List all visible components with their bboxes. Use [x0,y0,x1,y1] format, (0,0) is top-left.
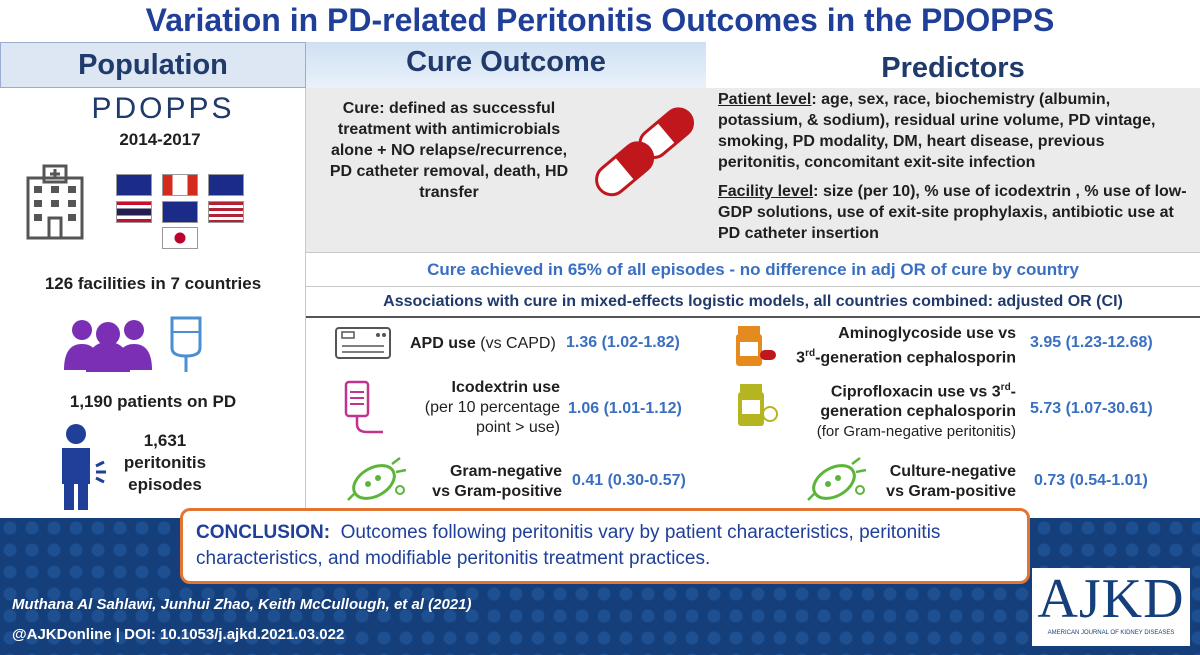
associations-header: Associations with cure in mixed-effects … [383,293,1123,310]
ajkd-logo: AJKD AMERICAN JOURNAL OF KIDNEY DISEASES [1032,568,1190,646]
ciprofloxacin-label-line3: (for Gram-negative peritonitis) [816,423,1016,441]
new-zealand-flag-icon [208,174,244,196]
episodes-line-3: episodes [128,475,202,494]
thailand-flag-icon [116,201,152,223]
doi-link[interactable]: @AJKDonline | DOI: 10.1053/j.ajkd.2021.0… [12,626,345,643]
pill-bottle-icon [736,326,776,366]
pd-bag-icon [170,316,202,372]
page-title: Variation in PD-related Peritonitis Outc… [145,2,1055,38]
australia-flag-icon [116,174,152,196]
bacteria-icon-2 [807,457,867,501]
facilities-count: 126 facilities in 7 countries [44,274,262,293]
patient-level: Patient level: age, sex, race, biochemis… [718,89,1188,173]
culture-negative-label: Culture-negative vs Gram-positive [860,462,1016,502]
icodextrin-label-line1: Icodextrin use [451,379,560,396]
definitions-panel [306,88,1200,252]
icodextrin-value: 1.06 (1.01-1.12) [568,400,682,417]
culture-negative-label-line2: vs Gram-positive [886,483,1016,500]
pills-icon [595,107,695,197]
ciprofloxacin-label-line1: Ciprofloxacin use vs 3rd- [770,378,1016,402]
gram-negative-label-line2: vs Gram-positive [432,483,562,500]
conclusion-box [180,508,1030,584]
apd-label-main: APD use [410,335,476,352]
cure-definition: Cure: defined as successful treatment wi… [329,100,569,201]
pdopps-logo: PDOPPS [88,92,238,125]
abdominal-pain-icon [62,424,106,510]
canada-flag-icon [162,174,198,196]
ajkd-logo-text: AJKD [1037,568,1185,630]
aminoglycoside-label-line2: 3rd-generation cephalosporin [780,344,1016,368]
country-flags [116,174,256,250]
culture-negative-value: 0.73 (0.54-1.01) [1034,472,1148,489]
aminoglycoside-ordinal-suffix: rd [805,348,816,359]
conclusion-body: Outcomes following peritonitis vary by p… [196,522,941,569]
aminoglycoside-label: Aminoglycoside use vs 3rd-generation cep… [780,324,1016,368]
patients-group-icon [64,320,152,372]
ciprofloxacin-label-line2: generation cephalosporin [820,403,1016,421]
aminoglycoside-value: 3.95 (1.23-12.68) [1030,334,1153,351]
gram-negative-label: Gram-negative vs Gram-positive [404,462,562,502]
uk-flag-icon [162,201,198,223]
culture-negative-label-line1: Culture-negative [889,463,1016,480]
cure-achieved-band [306,252,1200,287]
pill-bottle-icon-2 [738,384,778,426]
aminoglycoside-label-rest: -generation cephalosporin [815,349,1016,367]
apd-label: APD use (vs CAPD) [410,334,556,354]
apd-label-suffix: (vs CAPD) [475,335,556,352]
facility-level-text: : size (per 10), % use of icodextrin , %… [718,183,1187,242]
ciprofloxacin-label: Ciprofloxacin use vs 3rd- generation cep… [770,378,1016,442]
ciprofloxacin-label-hyphen: - [1010,383,1016,401]
patients-count: 1,190 patients on PD [69,392,237,411]
cure-achieved-text: Cure achieved in 65% of all episodes - n… [427,260,1079,279]
gram-negative-label-line1: Gram-negative [449,463,562,480]
icodextrin-label-line3: point > use) [475,419,560,436]
ciprofloxacin-value: 5.73 (1.07-30.61) [1030,400,1153,417]
predictors-header: Predictors [706,42,1200,88]
apd-machine-icon [335,327,391,359]
hospital-icon [26,164,84,240]
usa-flag-icon [208,201,244,223]
japan-flag-icon [162,227,198,249]
episodes-line-2: peritonitis [123,453,207,472]
icodextrin-label: Icodextrin use (per 10 percentage point … [386,378,560,438]
predictors-text: Patient level: age, sex, race, biochemis… [718,89,1188,244]
episodes-count: 1,631 peritonitis episodes [110,430,220,496]
iv-bag-icon [344,380,383,434]
authors-citation: Muthana Al Sahlawi, Junhui Zhao, Keith M… [12,596,472,613]
gram-negative-value: 0.41 (0.30-0.57) [572,472,686,489]
aminoglycoside-label-line1: Aminoglycoside use vs [838,325,1016,342]
patient-level-text: : age, sex, race, biochemistry (albumin,… [718,91,1156,171]
bacteria-icon [347,457,407,501]
apd-value: 1.36 (1.02-1.82) [566,334,680,351]
facility-level: Facility level: size (per 10), % use of … [718,181,1188,244]
ajkd-logo-subtitle: AMERICAN JOURNAL OF KIDNEY DISEASES [1047,630,1175,636]
ciprofloxacin-ordinal-suffix: rd [1000,382,1011,393]
patient-level-label: Patient level [718,91,812,108]
conclusion-label: CONCLUSION: [196,522,331,543]
population-header: Population [0,42,306,88]
episodes-number: 1,631 [143,431,187,450]
ciprofloxacin-label-main: Ciprofloxacin use vs 3 [830,383,1001,401]
cure-outcome-header: Cure Outcome [306,42,706,88]
aminoglycoside-ordinal: 3 [796,349,806,367]
associations-band [306,286,1200,317]
divider [306,316,1200,318]
icodextrin-label-line2: (per 10 percentage [424,399,560,416]
population-panel [0,88,306,518]
facility-level-label: Facility level [718,183,814,200]
conclusion-text: CONCLUSION: Outcomes following peritonit… [196,520,1016,572]
pdopps-logo-text: PDOPPS [91,92,235,125]
years-label: 2014-2017 [119,130,201,149]
